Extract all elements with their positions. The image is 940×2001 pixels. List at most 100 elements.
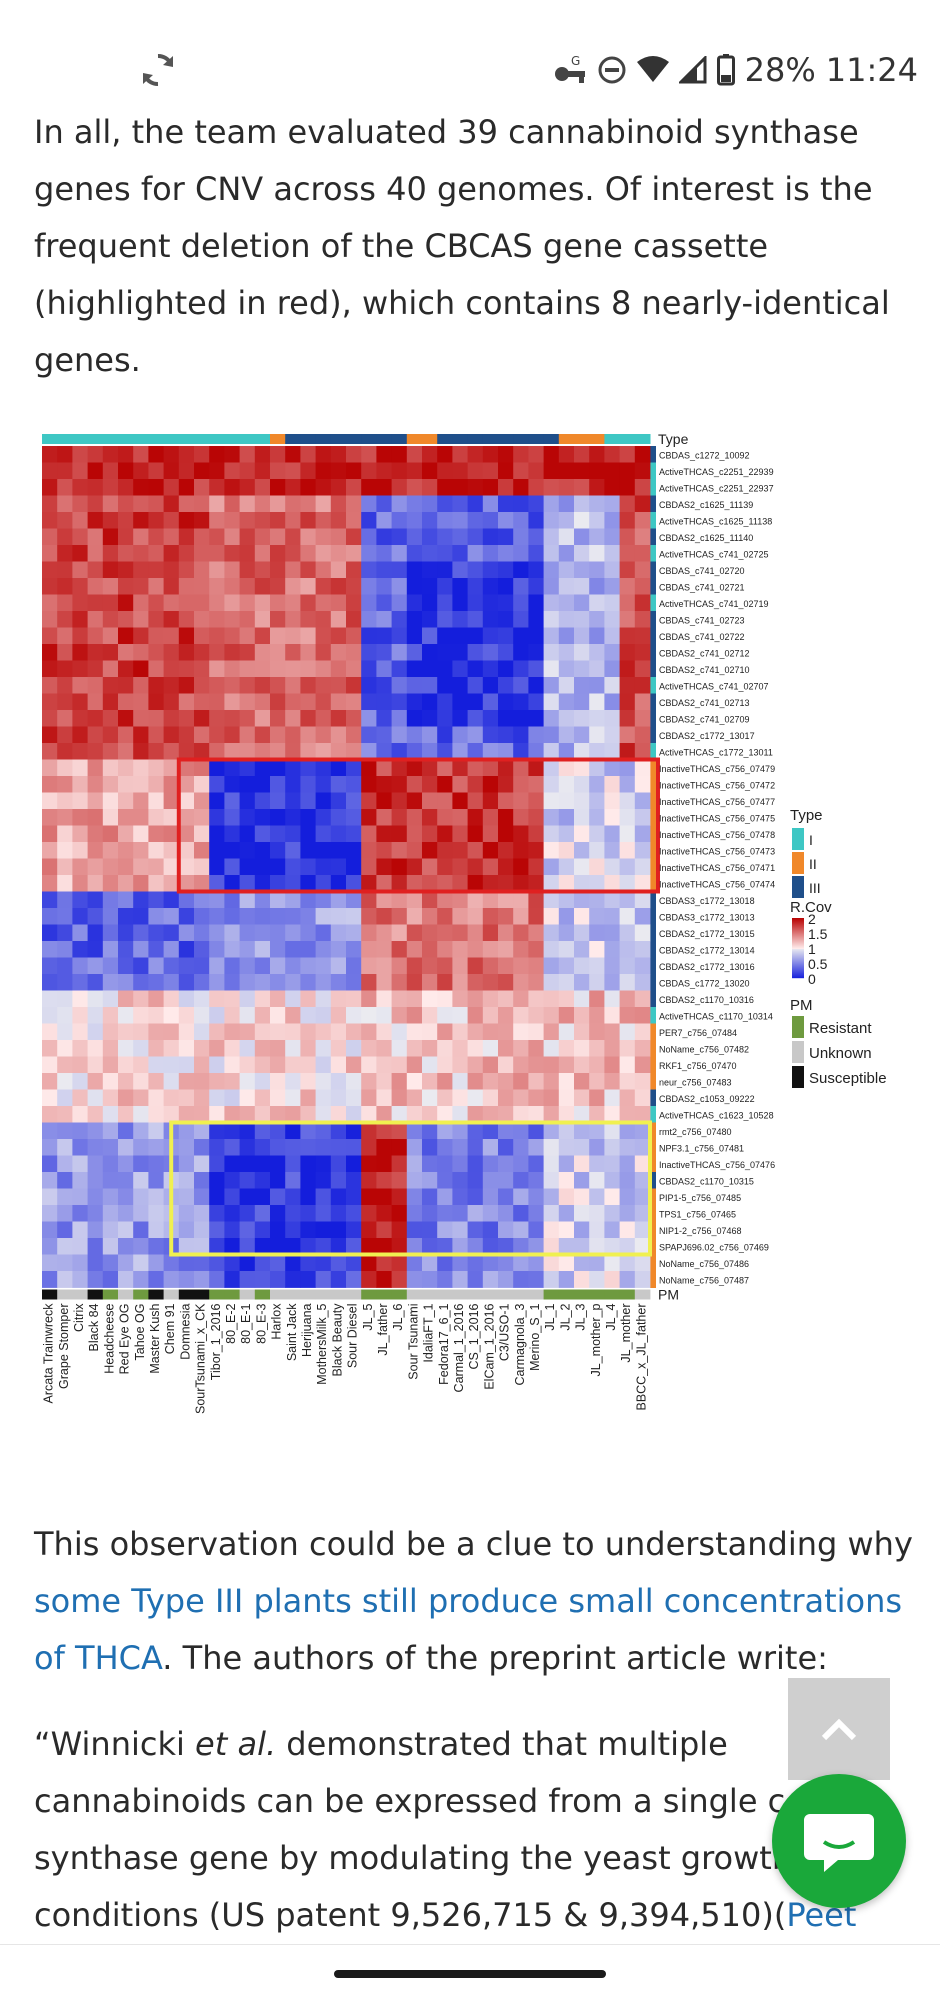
heatmap-cell: [528, 1122, 544, 1140]
heatmap-cell: [422, 1155, 438, 1173]
type-annotation-cell: [406, 434, 423, 444]
heatmap-cell: [178, 545, 195, 562]
pm-axis-label: PM: [658, 1287, 679, 1303]
heatmap-cell: [239, 825, 256, 843]
heatmap-cell: [376, 545, 392, 562]
heatmap-cell: [543, 924, 560, 942]
heatmap-cell: [634, 479, 651, 496]
heatmap-cell: [482, 1089, 499, 1107]
heatmap-cell: [467, 809, 484, 826]
heatmap-cell: [467, 891, 484, 909]
heatmap-cell: [102, 495, 119, 513]
heatmap-cell: [72, 1023, 88, 1041]
color-scale-segment: [792, 973, 804, 975]
heatmap-cell: [589, 759, 605, 777]
heatmap-cell: [422, 710, 438, 727]
heatmap-cell: [452, 1271, 468, 1288]
heatmap-cell: [574, 1056, 590, 1074]
heatmap-cell: [528, 1238, 544, 1255]
pm-legend-swatch: [792, 1016, 804, 1038]
heatmap-cell: [57, 990, 73, 1008]
heatmap-cell: [558, 693, 575, 711]
heatmap-cell: [42, 693, 58, 711]
heatmap-cell: [300, 1007, 316, 1024]
heatmap-cell: [376, 1188, 392, 1206]
heatmap-cell: [543, 726, 560, 744]
heatmap-cell: [178, 1106, 195, 1123]
heatmap-cell: [163, 1271, 180, 1288]
heatmap-cell: [300, 809, 316, 826]
heatmap-cell: [87, 809, 104, 826]
heatmap-cell: [239, 1172, 256, 1189]
heatmap-cell: [574, 677, 590, 694]
heatmap-cell: [102, 1056, 119, 1074]
heatmap-cell: [102, 941, 119, 958]
heatmap-cell: [437, 627, 453, 645]
color-scale-segment: [792, 930, 804, 932]
heatmap-cell: [528, 677, 544, 694]
heatmap-cell: [118, 1122, 134, 1140]
type-legend-label: II: [809, 856, 817, 872]
heatmap-cell: [422, 1172, 438, 1189]
type-iii-thca-link[interactable]: some Type III plants still produce small…: [34, 1582, 903, 1677]
heatmap-cell: [254, 660, 271, 678]
heatmap-cell: [589, 446, 605, 463]
heatmap-cell: [254, 545, 271, 562]
heatmap-cell: [498, 462, 514, 480]
heatmap-cell: [498, 743, 514, 760]
heatmap-cell: [239, 512, 256, 529]
heatmap-cell: [528, 891, 544, 909]
heatmap-cell: [346, 1122, 362, 1140]
heatmap-cell: [558, 512, 575, 529]
heatmap-cell: [589, 528, 605, 546]
heatmap-cell: [57, 495, 73, 513]
color-scale-segment: [792, 959, 804, 961]
heatmap-cell: [467, 512, 484, 529]
heatmap-cell: [513, 446, 529, 463]
heatmap-cell: [194, 792, 210, 810]
heatmap-cell: [574, 462, 590, 480]
heatmap-cell: [467, 479, 484, 496]
heatmap-cell: [437, 1040, 453, 1057]
heatmap-cell: [72, 545, 88, 562]
heatmap-cell: [178, 446, 195, 463]
color-scale-segment: [792, 920, 804, 922]
heatmap-cell: [285, 825, 301, 843]
heatmap-cell: [315, 561, 332, 579]
heatmap-cell: [558, 743, 575, 760]
heatmap-cell: [452, 545, 468, 562]
heatmap-cell: [391, 710, 408, 727]
color-scale-segment: [792, 972, 804, 974]
heatmap-cell: [574, 759, 590, 777]
back-to-top-button[interactable]: [788, 1678, 890, 1780]
heatmap-cell: [239, 1221, 256, 1239]
heatmap-cell: [118, 446, 134, 463]
heatmap-cell: [57, 611, 73, 628]
home-gesture-handle[interactable]: [334, 1970, 606, 1978]
pm-annotation-cell: [42, 1289, 58, 1300]
heatmap-cell: [543, 693, 560, 711]
heatmap-cell: [513, 462, 529, 480]
heatmap-cell: [87, 908, 104, 925]
heatmap-cell: [72, 1056, 88, 1074]
heatmap-cell: [87, 512, 104, 529]
type-annotation-cell: [72, 434, 89, 444]
heatmap-cell: [604, 1205, 620, 1222]
heatmap-cell: [589, 809, 605, 826]
heatmap-cell: [270, 858, 286, 876]
heatmap-cell: [604, 1221, 620, 1239]
heatmap-cell: [634, 1172, 651, 1189]
heatmap-cell: [467, 743, 484, 760]
chat-button[interactable]: [772, 1774, 906, 1908]
heatmap-cell: [163, 842, 180, 859]
color-scale-segment: [792, 918, 804, 920]
heatmap-cell: [163, 578, 180, 595]
heatmap-cell: [482, 1122, 499, 1140]
heatmap-cell: [406, 446, 423, 463]
heatmap-cell: [406, 990, 423, 1008]
heatmap-cell: [528, 693, 544, 711]
heatmap-cell: [133, 726, 149, 744]
heatmap-cell: [285, 1073, 301, 1090]
heatmap-cell: [619, 1221, 636, 1239]
type-annotation-cell: [148, 434, 165, 444]
